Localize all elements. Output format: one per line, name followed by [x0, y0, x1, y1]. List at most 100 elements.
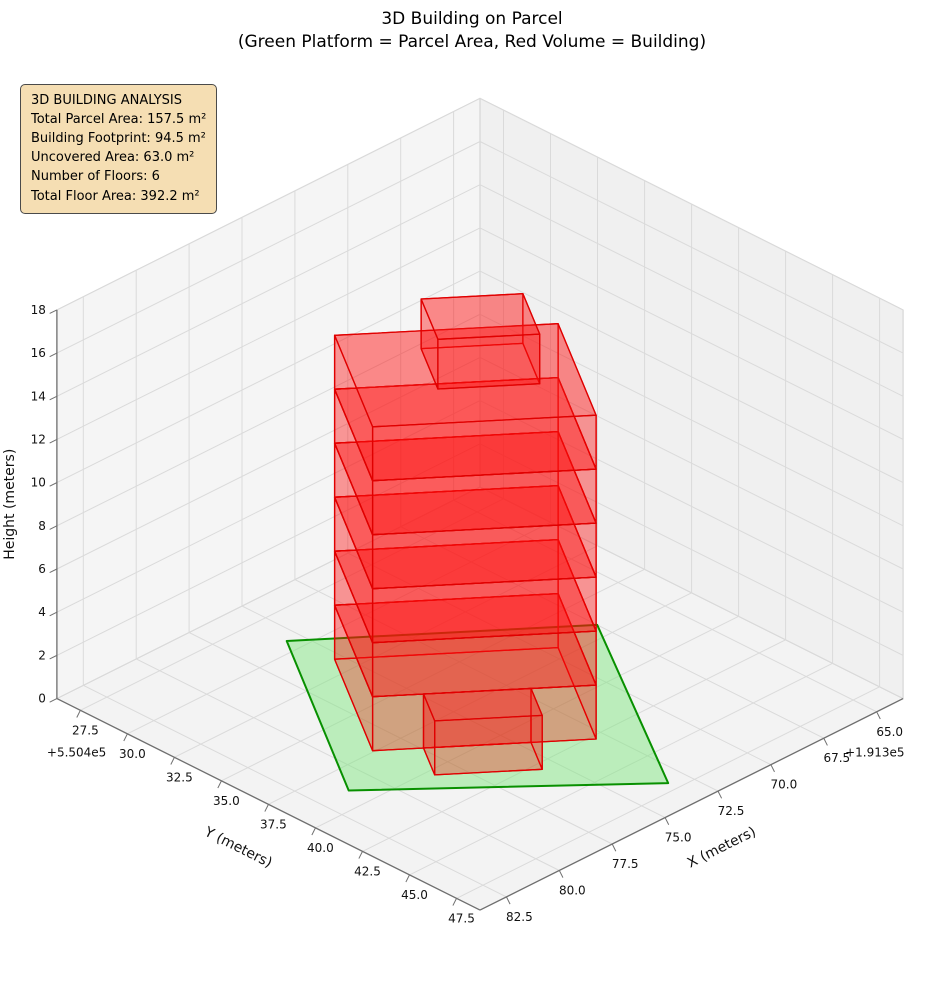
- x-tick-label: 72.5: [718, 804, 745, 818]
- parcel-polygon: [285, 623, 670, 792]
- chart-title: 3D Building on Parcel: [381, 9, 563, 29]
- x-tick-mark: [770, 764, 775, 773]
- grid-line-z-right: [479, 141, 904, 354]
- z-tick-mark: [49, 654, 58, 660]
- z-tick-label: 2: [38, 648, 46, 662]
- z-tick-label: 12: [31, 432, 46, 446]
- z-tick-label: 14: [31, 389, 46, 403]
- grid-line-z-right: [479, 486, 904, 700]
- grid-lines: [56, 97, 904, 899]
- grid-line-y-floor: [456, 686, 880, 899]
- building-face-side: [437, 333, 541, 390]
- z-tick-mark: [49, 439, 58, 444]
- grid-line-z-left: [56, 270, 481, 484]
- grid-line-z-right: [479, 97, 904, 311]
- grid-line-z-left: [56, 356, 481, 570]
- building-face-top: [420, 293, 541, 340]
- y-tick-label: 45.0: [401, 888, 428, 902]
- z-tick-label: 16: [31, 346, 46, 360]
- x-tick-label: 77.5: [612, 857, 639, 871]
- y-tick-mark: [170, 757, 175, 765]
- grid-line-z-left: [56, 97, 481, 311]
- z-tick-mark: [49, 482, 58, 487]
- grid-line-z-left: [56, 486, 481, 700]
- plot-data: [285, 293, 670, 792]
- x-tick-label: 75.0: [665, 831, 692, 845]
- z-tick-mark: [49, 568, 58, 574]
- grid-line-z-left: [56, 313, 481, 527]
- grid-line-z-right: [479, 270, 904, 484]
- y-tick-mark: [452, 898, 457, 906]
- building-face-side: [434, 714, 543, 776]
- info-line-uncovered: Uncovered Area: 63.0 m²: [31, 150, 195, 166]
- grid-line-z-right: [479, 443, 904, 656]
- z-tick-mark: [49, 698, 58, 703]
- grid-line-z-left: [56, 227, 481, 440]
- x-tick-mark: [823, 738, 828, 746]
- building-face-side: [371, 414, 597, 482]
- grid-line-y-floor: [80, 498, 504, 711]
- z-tick-label: 6: [38, 562, 46, 576]
- y-tick-mark: [123, 733, 128, 742]
- z-tick-mark: [49, 309, 58, 314]
- x-tick-mark: [664, 817, 670, 825]
- y-tick-label: 42.5: [354, 864, 381, 878]
- z-tick-mark: [49, 395, 58, 401]
- grid-line-y-floor: [409, 662, 833, 876]
- grid-line-z-right: [479, 227, 904, 440]
- grid-line-z-left: [56, 141, 481, 354]
- grid-line-y-floor: [127, 521, 551, 735]
- y-tick-label: 47.5: [448, 911, 475, 925]
- grid-line-y-floor: [221, 568, 645, 782]
- z-tick-mark: [49, 611, 58, 617]
- x-tick-mark: [558, 870, 564, 878]
- z-axis-label: Height (meters): [2, 449, 18, 560]
- z-tick-label: 10: [31, 476, 46, 490]
- info-line-floor-area: Total Floor Area: 392.2 m²: [31, 188, 200, 204]
- z-tick-label: 8: [38, 519, 46, 533]
- grid-line-z-right: [479, 313, 904, 527]
- x-axis-label: X (meters): [685, 824, 759, 872]
- x-tick-label: 82.5: [506, 910, 533, 924]
- grid-line-z-right: [479, 184, 904, 397]
- x-tick-label: 67.5: [823, 751, 850, 765]
- z-tick-mark: [49, 525, 58, 530]
- info-heading: 3D BUILDING ANALYSIS: [31, 93, 183, 108]
- x-tick-label: 80.0: [559, 884, 586, 898]
- y-tick-mark: [311, 827, 316, 836]
- z-tick-mark: [49, 352, 58, 358]
- x-tick-mark: [876, 711, 881, 720]
- chart-title-block: 3D Building on Parcel (Green Platform = …: [0, 8, 944, 54]
- analysis-info-box: 3D BUILDING ANALYSIS Total Parcel Area: …: [20, 84, 218, 214]
- y-tick-label: 32.5: [166, 770, 193, 784]
- info-line-footprint: Building Footprint: 94.5 m²: [31, 131, 206, 147]
- grid-line-z-left: [56, 184, 481, 397]
- info-line-floors: Number of Floors: 6: [31, 169, 160, 185]
- z-tick-label: 18: [31, 303, 46, 317]
- y-tick-label: 35.0: [213, 794, 240, 808]
- y-tick-mark: [217, 780, 222, 789]
- x-axis-spine: [479, 698, 904, 911]
- grid-line-z-right: [479, 400, 904, 613]
- grid-line-y-floor: [315, 615, 739, 829]
- y-tick-mark: [264, 804, 269, 812]
- info-line-parcel-area: Total Parcel Area: 157.5 m²: [31, 112, 207, 128]
- y-tick-mark: [358, 851, 363, 859]
- z-tick-label: 0: [38, 692, 46, 706]
- x-tick-mark: [717, 790, 723, 799]
- y-axis-offset-text: +5.504e5: [47, 746, 106, 760]
- x-axis-offset-text: +1.913e5: [845, 746, 904, 760]
- x-tick-mark: [505, 896, 511, 905]
- x-tick-label: 70.0: [771, 778, 798, 792]
- y-tick-mark: [405, 874, 410, 883]
- chart-subtitle: (Green Platform = Parcel Area, Red Volum…: [237, 31, 707, 52]
- x-tick-label: 65.0: [876, 725, 903, 739]
- grid-line-z-right: [479, 356, 904, 570]
- y-tick-label: 27.5: [72, 723, 99, 737]
- y-tick-mark: [76, 710, 81, 718]
- z-tick-label: 4: [38, 605, 46, 619]
- y-tick-label: 37.5: [260, 817, 287, 831]
- grid-line-z-left: [56, 400, 481, 613]
